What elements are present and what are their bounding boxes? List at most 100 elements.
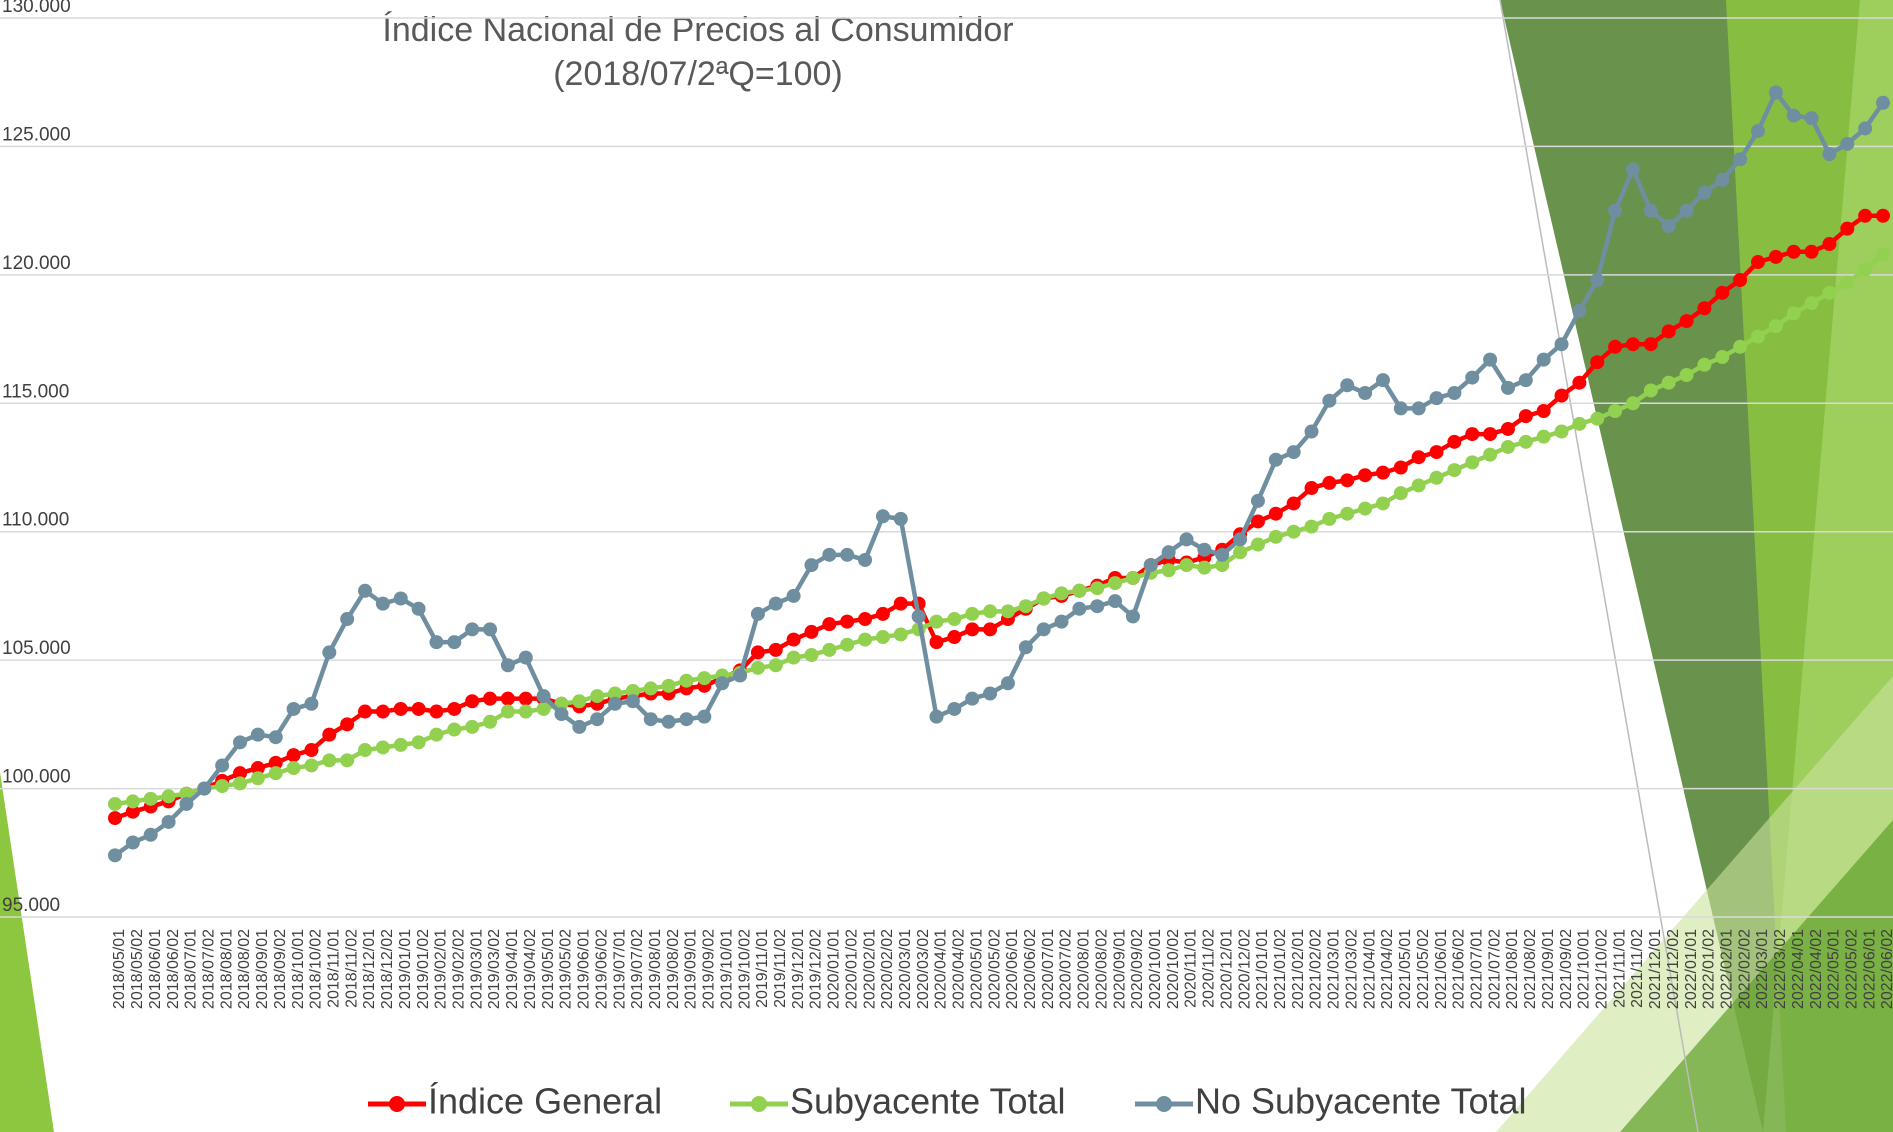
x-tick-label: 2018/11/01 [326,929,343,1008]
data-point [483,622,497,636]
x-tick-label: 2022/02/02 [1736,929,1753,1009]
data-point [965,692,979,706]
x-tick-label: 2022/02/01 [1718,929,1735,1009]
data-point [1037,622,1051,636]
data-point [1340,507,1354,521]
data-point [1644,204,1658,218]
data-point [965,607,979,621]
x-tick-label: 2018/05/02 [129,929,146,1009]
x-tick-label: 2021/07/02 [1486,929,1503,1009]
x-tick-label: 2021/06/02 [1451,929,1468,1009]
data-point [804,625,818,639]
data-point [108,797,122,811]
data-point [501,705,515,719]
data-point [1751,255,1765,269]
data-point [1305,425,1319,439]
data-point [554,707,568,721]
data-point [1322,512,1336,526]
data-point [1233,532,1247,546]
x-tick-label: 2020/10/02 [1165,929,1182,1009]
data-point [947,702,961,716]
data-point [626,694,640,708]
data-point [1483,448,1497,462]
data-point [1626,337,1640,351]
x-tick-label: 2019/03/01 [468,929,485,1009]
chart: Índice Nacional de Precios al Consumidor… [0,0,1893,1132]
data-point [376,597,390,611]
data-point [1483,353,1497,367]
data-point [1555,425,1569,439]
data-point [358,584,372,598]
data-point [215,779,229,793]
data-point [340,753,354,767]
x-tick-label: 2018/11/02 [343,929,360,1008]
data-point [787,633,801,647]
x-tick-label: 2018/05/01 [111,929,128,1009]
data-point [1037,591,1051,605]
x-tick-label: 2019/09/02 [701,929,718,1009]
data-point [1715,286,1729,300]
x-tick-label: 2020/06/02 [1022,929,1039,1009]
x-tick-label: 2021/03/02 [1343,929,1360,1009]
data-point [929,615,943,629]
data-point [1447,386,1461,400]
data-point [822,643,836,657]
x-tick-label: 2019/03/02 [486,929,503,1009]
data-point [894,627,908,641]
x-tick-label: 2019/11/01 [754,929,771,1008]
data-point [1144,558,1158,572]
decor-shape [0,772,54,1132]
data-point [1662,376,1676,390]
data-point [840,615,854,629]
data-point [751,661,765,675]
x-tick-label: 2021/03/01 [1326,929,1343,1009]
data-point [429,728,443,742]
x-tick-label: 2022/06/01 [1861,929,1878,1009]
x-tick-label: 2021/05/02 [1415,929,1432,1009]
data-point [1787,109,1801,123]
data-point [1430,391,1444,405]
x-tick-label: 2022/04/02 [1808,929,1825,1009]
x-tick-label: 2020/02/01 [861,929,878,1009]
data-point [144,828,158,842]
data-point [858,633,872,647]
data-point [429,635,443,649]
data-point [1715,173,1729,187]
data-point [1305,481,1319,495]
x-tick-label: 2020/08/01 [1076,929,1093,1009]
data-point [1233,545,1247,559]
x-tick-label: 2020/02/02 [879,929,896,1009]
data-point [715,676,729,690]
data-point [1269,507,1283,521]
x-tick-label: 2019/01/01 [397,929,414,1009]
x-tick-label: 2022/05/02 [1844,929,1861,1009]
data-point [1090,581,1104,595]
data-point [1430,471,1444,485]
data-point [751,645,765,659]
data-point [1322,394,1336,408]
data-point [1358,386,1372,400]
data-point [1680,314,1694,328]
y-tick-label: 110.000 [2,510,69,531]
data-point [412,735,426,749]
data-point [1572,376,1586,390]
x-tick-label: 2021/01/01 [1254,929,1271,1009]
x-tick-label: 2018/10/02 [308,929,325,1009]
data-point [287,748,301,762]
data-point [1305,520,1319,534]
x-tick-label: 2019/02/02 [451,929,468,1009]
data-point [1465,455,1479,469]
data-point [1590,412,1604,426]
x-tick-label: 2019/11/02 [772,929,789,1008]
data-point [519,705,533,719]
data-point [1251,494,1265,508]
data-point [1805,111,1819,125]
data-point [679,712,693,726]
x-tick-label: 2021/07/01 [1468,929,1485,1009]
data-point [840,638,854,652]
data-point [590,689,604,703]
data-point [858,612,872,626]
data-point [1697,186,1711,200]
x-tick-label: 2020/07/02 [1058,929,1075,1009]
x-tick-label: 2021/12/01 [1647,929,1664,1009]
